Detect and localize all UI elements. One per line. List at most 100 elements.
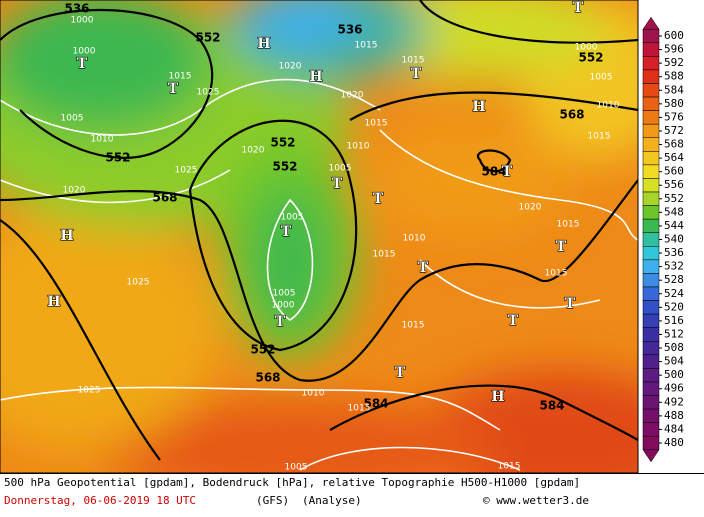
colorbar-cell [642,381,660,396]
colorbar-label: 496 [664,382,684,395]
colorbar-cell [642,300,660,315]
colorbar-label: 572 [664,124,684,137]
isobar-label: 1015 [355,41,378,51]
isobar-label: 1020 [279,62,302,72]
footer-date: Donnerstag, 06-06-2019 18 UTC [4,494,196,507]
geopotential-label: 552 [578,51,603,65]
colorbar-cell [642,151,660,166]
pressure-center: T [418,260,429,276]
colorbar-label: 504 [664,355,684,368]
pressure-center: T [565,296,576,312]
colorbar-label: 532 [664,260,684,273]
isobar-label: 1000 [73,47,96,57]
pressure-center: T [502,164,513,180]
isobar-label: 1010 [91,135,114,145]
colorbar-cell [642,313,660,328]
colorbar-label: 516 [664,314,684,327]
pressure-center: T [556,239,567,255]
isobar-label: 1025 [78,386,101,396]
colorbar-label: 564 [664,151,684,164]
colorbar-label: 524 [664,287,684,300]
isobar-label: 1010 [403,234,426,244]
colorbar-label: 592 [664,56,684,69]
isobar-label: 1015 [348,404,371,414]
colorbar-cell [642,246,660,261]
colorbar-cell [642,259,660,274]
colorbar-label: 492 [664,395,684,408]
geopotential-label: 536 [337,23,362,37]
colorbar-cell [642,232,660,247]
colorbar-label: 500 [664,368,684,381]
colorbar-cell [642,422,660,437]
isobar-label: 1015 [588,132,611,142]
colorbar-label: 600 [664,29,684,42]
isobar-label: 1015 [498,462,521,472]
isobar-label: 1005 [281,213,304,223]
pressure-center: T [281,224,292,240]
colorbar-label: 488 [664,409,684,422]
geopotential-label: 584 [481,165,506,179]
geopotential-label: 552 [195,31,220,45]
footer-description: 500 hPa Geopotential [gpdam], Bodendruck… [4,476,580,489]
geopotential-label: 584 [363,397,388,411]
colorbar-cell [642,28,660,44]
pressure-center: T [411,66,422,82]
isobar-label: 1005 [329,164,352,174]
isobar-label: 1025 [197,88,220,98]
colorbar-label: 584 [664,83,684,96]
pressure-center: H [47,294,60,310]
colorbar-arrow-top [642,16,660,30]
geopotential-label: 568 [152,191,177,205]
colorbar-cell [642,191,660,206]
isobar-label: 1010 [302,389,325,399]
colorbar-label: 484 [664,422,684,435]
colorbar-cell [642,354,660,369]
colorbar-arrow-bottom [642,449,660,463]
pressure-center: T [573,0,584,16]
pressure-center: T [395,365,406,381]
colorbar-label: 480 [664,436,684,449]
geopotential-label: 568 [255,371,280,385]
colorbar-cell [642,123,660,139]
isobar-label: 1005 [273,289,296,299]
pressure-center: H [472,99,485,115]
footer-analysis: (Analyse) [302,494,362,507]
colorbar-label: 536 [664,246,684,259]
colorbar-label: 596 [664,43,684,56]
isobar-label: 1015 [402,321,425,331]
colorbar-cell [642,110,660,125]
colorbar-label: 528 [664,273,684,286]
colorbar-label: 568 [664,138,684,151]
isobar-label: 1005 [590,73,613,83]
geopotential-label: 568 [559,108,584,122]
colorbar-cell [642,69,660,84]
isobar-label: 1015 [169,72,192,82]
colorbar-cell [642,96,660,111]
colorbar-cell [642,286,660,301]
isobar-label: 1005 [61,114,84,124]
isobar-label: 1010 [347,142,370,152]
colorbar-cell [642,435,660,451]
colorbar-cell [642,273,660,288]
isobar-label: 1020 [341,91,364,101]
pressure-center: T [373,191,384,207]
pressure-center: H [309,69,322,85]
colorbar-label: 548 [664,205,684,218]
colorbar-label: 552 [664,192,684,205]
colorbar-label: 520 [664,300,684,313]
colorbar-cell [642,408,660,423]
colorbar: 6005965925885845805765725685645605565525… [642,16,684,463]
colorbar-label: 560 [664,165,684,178]
colorbar-cell [642,205,660,220]
colorbar-label: 544 [664,219,684,232]
pressure-center: H [60,228,73,244]
footer-copyright: © www.wetter3.de [483,494,589,507]
geopotential-label: 536 [64,2,89,16]
isobar-label: 1000 [71,16,94,26]
colorbar-cell [642,395,660,410]
colorbar-cell [642,164,660,179]
colorbar-cell [642,42,660,57]
colorbar-cell [642,178,660,193]
